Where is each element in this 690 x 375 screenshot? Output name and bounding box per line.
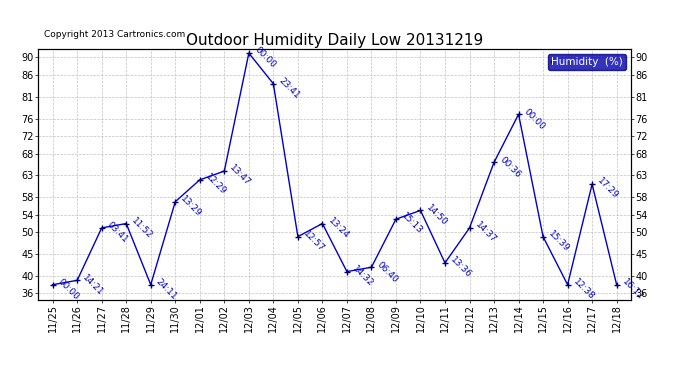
Text: 12:57: 12:57 bbox=[302, 229, 326, 254]
Text: 03:41: 03:41 bbox=[106, 220, 130, 245]
Text: 23:41: 23:41 bbox=[277, 76, 302, 100]
Title: Outdoor Humidity Daily Low 20131219: Outdoor Humidity Daily Low 20131219 bbox=[186, 33, 483, 48]
Legend: Humidity  (%): Humidity (%) bbox=[548, 54, 626, 70]
Text: 13:24: 13:24 bbox=[326, 216, 351, 240]
Text: 15:13: 15:13 bbox=[400, 211, 424, 236]
Text: 12:38: 12:38 bbox=[571, 277, 596, 302]
Text: 14:50: 14:50 bbox=[424, 203, 448, 227]
Text: 13:47: 13:47 bbox=[228, 164, 253, 188]
Text: 13:29: 13:29 bbox=[179, 194, 204, 219]
Text: 13:36: 13:36 bbox=[448, 255, 473, 280]
Text: 00:00: 00:00 bbox=[57, 277, 81, 302]
Text: 00:36: 00:36 bbox=[497, 154, 522, 179]
Text: 12:29: 12:29 bbox=[204, 172, 228, 196]
Text: 14:37: 14:37 bbox=[473, 220, 497, 245]
Text: 17:29: 17:29 bbox=[595, 177, 620, 201]
Text: 14:32: 14:32 bbox=[351, 264, 375, 288]
Text: 16:12: 16:12 bbox=[620, 277, 645, 302]
Text: 11:52: 11:52 bbox=[130, 216, 155, 240]
Text: 00:00: 00:00 bbox=[522, 106, 547, 131]
Text: 24:11: 24:11 bbox=[155, 277, 179, 302]
Text: 06:40: 06:40 bbox=[375, 260, 400, 284]
Text: 00:00: 00:00 bbox=[253, 45, 277, 70]
Text: 14:21: 14:21 bbox=[81, 273, 106, 297]
Text: Copyright 2013 Cartronics.com: Copyright 2013 Cartronics.com bbox=[44, 30, 185, 39]
Text: 15:39: 15:39 bbox=[546, 229, 571, 254]
